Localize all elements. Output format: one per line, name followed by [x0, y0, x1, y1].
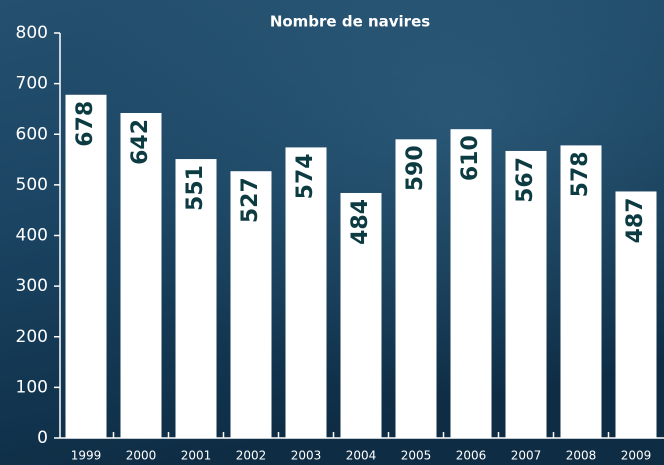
x-tick-label: 2001: [181, 449, 212, 463]
chart: Nombre de navires 0 100 200 300 400 500 600 700…: [0, 0, 664, 465]
y-tick-label: 400: [16, 226, 48, 246]
y-tick-label: 300: [16, 276, 48, 296]
x-tick-label: 2008: [566, 449, 597, 463]
value-label: 678: [73, 101, 98, 147]
x-tick-label: 2006: [456, 449, 487, 463]
value-label: 610: [458, 135, 483, 181]
chart-title: Nombre de navires: [270, 13, 430, 31]
y-tick-label: 0: [37, 428, 48, 448]
value-label: 527: [238, 177, 263, 223]
y-tick-label: 200: [16, 327, 48, 347]
value-label: 574: [293, 153, 318, 199]
value-label: 578: [568, 151, 593, 197]
x-tick-label: 2005: [401, 449, 432, 463]
y-tick-label: 800: [16, 23, 48, 43]
value-label: 484: [348, 199, 373, 245]
x-tick-label: 2002: [236, 449, 267, 463]
value-label: 487: [623, 197, 648, 243]
x-tick-label: 2003: [291, 449, 322, 463]
y-tick-label: 100: [16, 377, 48, 397]
y-tick-label: 500: [16, 175, 48, 195]
value-label: 551: [183, 165, 208, 211]
value-label: 590: [403, 145, 428, 191]
x-tick-label: 2007: [511, 449, 542, 463]
y-tick-label: 600: [16, 124, 48, 144]
page: Nombre de navires 0 100 200 300 400 500 600 700…: [0, 0, 664, 465]
value-label: 567: [513, 157, 538, 203]
x-tick-label: 2004: [346, 449, 377, 463]
x-tick-label: 1999: [71, 449, 102, 463]
x-tick-label: 2009: [621, 449, 652, 463]
y-tick-label: 700: [16, 74, 48, 94]
x-tick-label: 2000: [126, 449, 157, 463]
value-label: 642: [128, 119, 153, 165]
